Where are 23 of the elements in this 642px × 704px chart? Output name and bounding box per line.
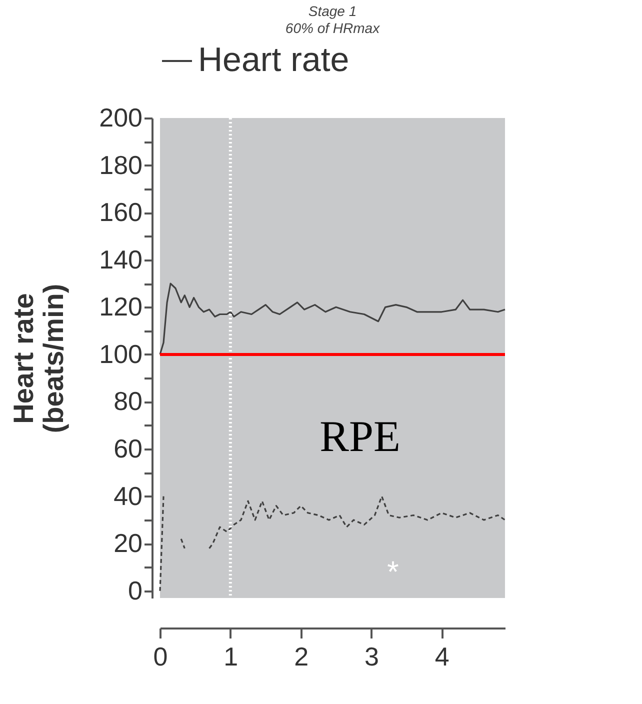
y-tick-label: 200	[99, 102, 142, 132]
line-series	[159, 282, 506, 356]
y-tick-label: 20	[114, 528, 142, 558]
annotation: RPE	[320, 412, 400, 461]
y-tick-label: 160	[99, 197, 142, 228]
y-tick-label: 120	[99, 292, 142, 322]
legend-label: Heart rate	[198, 41, 350, 79]
x-tick-label: 2	[294, 642, 309, 672]
y-tick-label: 40	[114, 480, 142, 511]
chart-subtitle: 60% of HRmax	[285, 20, 381, 36]
y-tick-label: 140	[99, 244, 142, 274]
y-tick-label: 180	[99, 150, 142, 180]
annotation: *	[387, 556, 400, 589]
x-tick-label: 0	[153, 642, 168, 672]
y-tick-label: 100	[99, 338, 142, 369]
y-tick-label: 60	[114, 434, 142, 464]
x-tick-label: 4	[434, 642, 450, 672]
chart-title: Stage 1	[308, 3, 357, 19]
x-tick-label: 1	[224, 642, 238, 672]
y-axis-title: Heart rate (beats/min)	[8, 284, 70, 434]
y-tick-label: 80	[114, 386, 142, 416]
x-tick-label: 3	[364, 642, 379, 672]
y-tick-label: 0	[128, 575, 142, 606]
